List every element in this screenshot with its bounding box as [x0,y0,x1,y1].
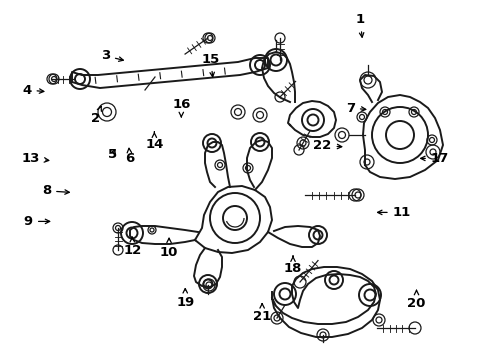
Text: 2: 2 [91,106,101,125]
Text: 9: 9 [24,215,49,228]
Text: 8: 8 [42,184,69,197]
Text: 10: 10 [160,238,178,258]
Text: 21: 21 [253,304,271,323]
Text: 5: 5 [108,148,117,161]
Text: 13: 13 [22,152,49,165]
Text: 6: 6 [125,148,134,165]
Text: 16: 16 [172,98,191,117]
Text: 22: 22 [313,139,342,152]
Text: 12: 12 [123,237,142,257]
Text: 19: 19 [176,289,195,309]
Text: 3: 3 [101,49,123,62]
Text: 17: 17 [421,152,449,165]
Text: 20: 20 [407,291,426,310]
Text: 18: 18 [284,256,302,275]
Text: 1: 1 [356,13,365,37]
Text: 14: 14 [145,132,164,150]
Text: 7: 7 [346,102,366,114]
Text: 11: 11 [378,206,411,219]
Text: 4: 4 [23,84,44,96]
Text: 15: 15 [201,53,220,77]
